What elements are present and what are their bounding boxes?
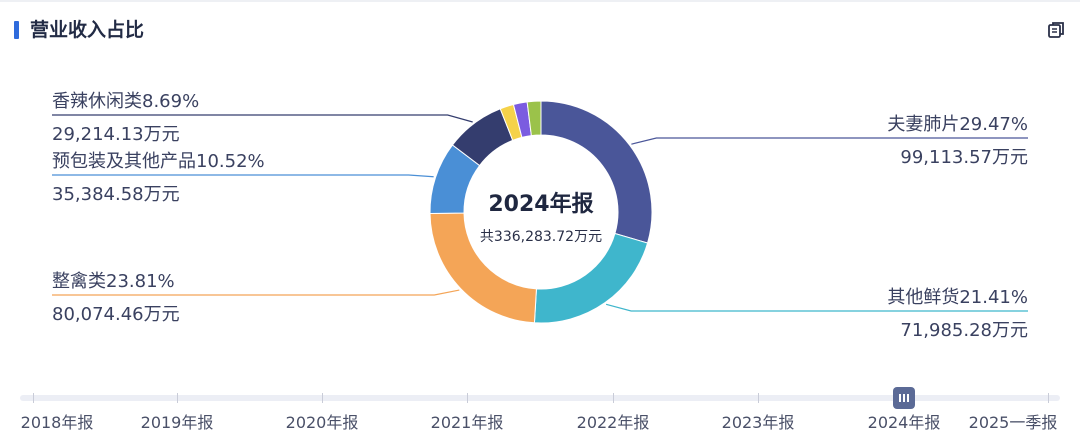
copy-icon[interactable]	[1046, 20, 1066, 40]
slice-value-4: 29,214.13万元	[52, 124, 180, 145]
slice-value-2: 80,074.46万元	[52, 304, 180, 325]
timeline-label[interactable]: 2025一季报	[968, 413, 1058, 432]
chart-title: 营业收入占比	[30, 19, 145, 41]
leader-line-4	[52, 114, 473, 123]
slice-label-3: 预包装及其他产品10.52%	[52, 151, 265, 172]
timeline-tick	[758, 393, 759, 403]
center-subtitle: 共336,283.72万元	[480, 229, 602, 245]
timeline-label[interactable]: 2022年报	[576, 413, 650, 432]
timeline-tick	[467, 393, 468, 403]
slice-label-2: 整禽类23.81%	[52, 271, 175, 292]
center-title: 2024年报	[488, 191, 593, 217]
timeline-handle[interactable]	[893, 387, 915, 409]
slice-label-1: 其他鲜货21.41%	[887, 287, 1028, 308]
title-accent-bar	[14, 21, 19, 39]
slice-1[interactable]	[533, 232, 649, 324]
timeline-label[interactable]: 2024年报	[867, 413, 941, 432]
leader-line-1	[605, 303, 1028, 312]
leader-line-0	[631, 137, 1028, 145]
slice-value-3: 35,384.58万元	[52, 184, 180, 205]
timeline-tick	[322, 393, 323, 403]
slice-0[interactable]	[540, 100, 653, 244]
donut-chart: 2024年报 共336,283.72万元 夫妻肺片29.47% 99,113.57…	[52, 91, 1028, 341]
timeline-label[interactable]: 2020年报	[285, 413, 359, 432]
leader-line-2	[52, 289, 460, 296]
timeline-label[interactable]: 2018年报	[20, 413, 94, 432]
slice-unlabeled-7[interactable]	[526, 100, 542, 137]
timeline-label[interactable]: 2023年报	[721, 413, 795, 432]
timeline-tick	[1048, 393, 1049, 403]
timeline-label[interactable]: 2019年报	[140, 413, 214, 432]
timeline-tick	[613, 393, 614, 403]
timeline-tick	[33, 393, 34, 403]
timeline-track[interactable]	[20, 395, 1060, 401]
timeline-tick	[177, 393, 178, 403]
slice-value-0: 99,113.57万元	[900, 147, 1028, 168]
top-divider	[0, 0, 1080, 2]
timeline-label[interactable]: 2021年报	[430, 413, 504, 432]
leader-line-3	[52, 174, 434, 178]
slice-label-0: 夫妻肺片29.47%	[887, 114, 1028, 135]
slice-value-1: 71,985.28万元	[900, 320, 1028, 341]
slice-label-4: 香辣休闲类8.69%	[52, 91, 199, 112]
